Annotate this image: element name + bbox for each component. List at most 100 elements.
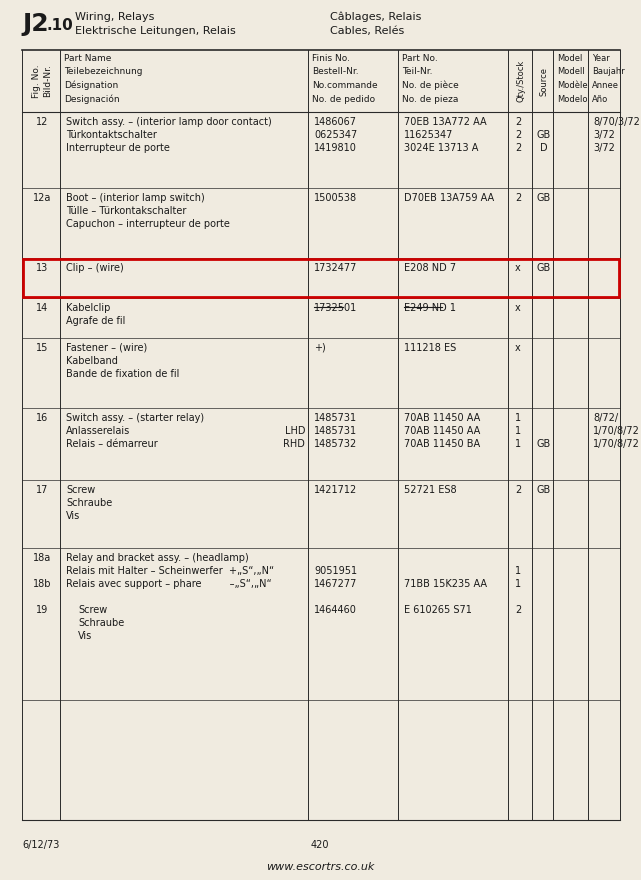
- Text: Fig. No.
Bild-Nr.: Fig. No. Bild-Nr.: [31, 64, 53, 98]
- Text: No. de pieza: No. de pieza: [402, 94, 458, 104]
- Text: 71BB 15K235 AA: 71BB 15K235 AA: [404, 579, 487, 589]
- Text: Wiring, Relays: Wiring, Relays: [75, 12, 154, 22]
- Text: 2: 2: [515, 193, 521, 203]
- Text: 1485732: 1485732: [314, 439, 357, 449]
- Text: 15: 15: [36, 343, 48, 353]
- Text: 3024E 13713 A: 3024E 13713 A: [404, 143, 478, 153]
- Text: E249 ND 1: E249 ND 1: [404, 303, 456, 313]
- Text: Source: Source: [540, 67, 549, 96]
- Text: Capuchon – interrupteur de porte: Capuchon – interrupteur de porte: [66, 219, 230, 229]
- Text: 70AB 11450 BA: 70AB 11450 BA: [404, 439, 480, 449]
- Text: 1732477: 1732477: [314, 263, 358, 273]
- Text: 2: 2: [515, 130, 521, 140]
- Text: Relais avec support – phare         –„S“,„N“: Relais avec support – phare –„S“,„N“: [66, 579, 272, 589]
- Text: www.escortrs.co.uk: www.escortrs.co.uk: [266, 862, 374, 872]
- Text: Türkontaktschalter: Türkontaktschalter: [66, 130, 157, 140]
- Text: 1732501: 1732501: [314, 303, 357, 313]
- Text: Câblages, Relais: Câblages, Relais: [330, 12, 421, 23]
- Text: GB: GB: [537, 439, 551, 449]
- Text: E208 ND 7: E208 ND 7: [404, 263, 456, 273]
- Text: Cables, Relés: Cables, Relés: [330, 26, 404, 36]
- Bar: [23, 259, 619, 297]
- Text: E 610265 S71: E 610265 S71: [404, 605, 472, 615]
- Text: 70EB 13A772 AA: 70EB 13A772 AA: [404, 117, 487, 127]
- Text: 1421712: 1421712: [314, 485, 357, 495]
- Text: Vis: Vis: [78, 631, 92, 641]
- Text: Tülle – Türkontakschalter: Tülle – Türkontakschalter: [66, 206, 187, 216]
- Text: 1467277: 1467277: [314, 579, 358, 589]
- Text: Bande de fixation de fil: Bande de fixation de fil: [66, 369, 179, 379]
- Text: 2: 2: [515, 485, 521, 495]
- Text: No. de pedido: No. de pedido: [312, 94, 375, 104]
- Text: 1: 1: [515, 566, 521, 576]
- Text: Part Name: Part Name: [64, 54, 112, 63]
- Text: RHD: RHD: [283, 439, 305, 449]
- Text: 1500538: 1500538: [314, 193, 357, 203]
- Text: 3/72: 3/72: [593, 143, 615, 153]
- Text: LHD: LHD: [285, 426, 305, 436]
- Text: Año: Año: [592, 94, 608, 104]
- Text: Vis: Vis: [66, 511, 80, 521]
- Text: Screw: Screw: [78, 605, 107, 615]
- Text: 420: 420: [311, 840, 329, 850]
- Text: Year: Year: [592, 54, 610, 63]
- Text: 1: 1: [515, 579, 521, 589]
- Text: 6/12/73: 6/12/73: [22, 840, 60, 850]
- Text: 9051951: 9051951: [314, 566, 357, 576]
- Text: 111218 ES: 111218 ES: [404, 343, 456, 353]
- Text: 8/70/3/72: 8/70/3/72: [593, 117, 640, 127]
- Text: GB: GB: [537, 130, 551, 140]
- Text: Fastener – (wire): Fastener – (wire): [66, 343, 147, 353]
- Text: 0625347: 0625347: [314, 130, 357, 140]
- Text: 52721 ES8: 52721 ES8: [404, 485, 456, 495]
- Text: Relais – démarreur: Relais – démarreur: [66, 439, 158, 449]
- Text: Kabelclip: Kabelclip: [66, 303, 110, 313]
- Text: 1/70/8/72: 1/70/8/72: [593, 426, 640, 436]
- Text: x: x: [515, 343, 521, 353]
- Text: +): +): [314, 343, 326, 353]
- Text: 1: 1: [515, 426, 521, 436]
- Text: 1485731: 1485731: [314, 413, 357, 423]
- Text: 17: 17: [36, 485, 48, 495]
- Text: 18b: 18b: [33, 579, 51, 589]
- Text: J2: J2: [22, 12, 49, 36]
- Text: 8/72/: 8/72/: [593, 413, 618, 423]
- Text: 13: 13: [36, 263, 48, 273]
- Text: Annee: Annee: [592, 81, 619, 90]
- Text: Relais mit Halter – Scheinwerfer  +„S“,„N“: Relais mit Halter – Scheinwerfer +„S“,„N…: [66, 566, 274, 576]
- Text: Teilebezeichnung: Teilebezeichnung: [64, 68, 142, 77]
- Text: Model: Model: [557, 54, 583, 63]
- Text: Schraube: Schraube: [78, 618, 124, 628]
- Text: Finis No.: Finis No.: [312, 54, 350, 63]
- Text: Screw: Screw: [66, 485, 96, 495]
- Text: Baujahr: Baujahr: [592, 68, 625, 77]
- Text: Agrafe de fil: Agrafe de fil: [66, 316, 126, 326]
- Text: Elektrische Leitungen, Relais: Elektrische Leitungen, Relais: [75, 26, 236, 36]
- Text: 1419810: 1419810: [314, 143, 357, 153]
- Text: x: x: [515, 303, 521, 313]
- Text: 11625347: 11625347: [404, 130, 453, 140]
- Text: 2: 2: [515, 605, 521, 615]
- Text: Switch assy. – (starter relay): Switch assy. – (starter relay): [66, 413, 204, 423]
- Text: 14: 14: [36, 303, 48, 313]
- Text: 2: 2: [515, 117, 521, 127]
- Text: GB: GB: [537, 485, 551, 495]
- Text: Kabelband: Kabelband: [66, 356, 118, 366]
- Text: Anlasserelais: Anlasserelais: [66, 426, 130, 436]
- Text: D70EB 13A759 AA: D70EB 13A759 AA: [404, 193, 494, 203]
- Text: Part No.: Part No.: [402, 54, 438, 63]
- Text: 70AB 11450 AA: 70AB 11450 AA: [404, 413, 480, 423]
- Text: 12a: 12a: [33, 193, 51, 203]
- Text: 1464460: 1464460: [314, 605, 357, 615]
- Text: 70AB 11450 AA: 70AB 11450 AA: [404, 426, 480, 436]
- Text: Designación: Designación: [64, 94, 120, 104]
- Text: 19: 19: [36, 605, 48, 615]
- Text: 1485731: 1485731: [314, 426, 357, 436]
- Text: 12: 12: [36, 117, 48, 127]
- Text: Clip – (wire): Clip – (wire): [66, 263, 124, 273]
- Text: Schraube: Schraube: [66, 498, 112, 508]
- Text: 1: 1: [515, 439, 521, 449]
- Text: 2: 2: [515, 143, 521, 153]
- Text: x: x: [515, 263, 521, 273]
- Text: 1/70/8/72: 1/70/8/72: [593, 439, 640, 449]
